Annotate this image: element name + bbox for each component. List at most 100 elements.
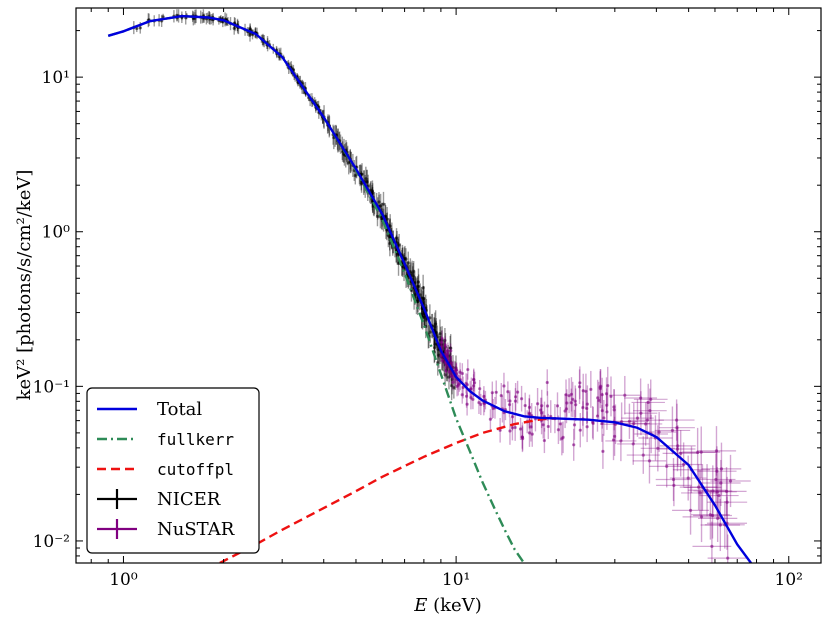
nustar-point xyxy=(600,377,604,412)
nicer-point xyxy=(436,349,440,376)
nustar-point xyxy=(518,417,523,441)
nustar-point xyxy=(693,465,733,517)
nustar-point xyxy=(516,380,520,404)
nustar-point xyxy=(460,363,464,384)
nustar-point xyxy=(697,446,737,497)
nustar-point xyxy=(578,366,582,400)
nustar-point xyxy=(655,458,692,501)
legend-box xyxy=(86,387,260,554)
nicer-point xyxy=(438,319,442,348)
legend-label: fullkerr xyxy=(157,430,234,449)
nustar-point xyxy=(678,427,717,477)
x-tick-label: 10² xyxy=(775,570,803,590)
nustar-point xyxy=(563,393,567,429)
nustar-point xyxy=(540,389,544,422)
nustar-point xyxy=(572,428,576,461)
nicer-point xyxy=(443,363,447,387)
nustar-point xyxy=(527,418,532,447)
nicer-point xyxy=(265,36,270,49)
nustar-point xyxy=(521,426,525,451)
legend-label: NICER xyxy=(157,489,221,510)
nustar-point xyxy=(545,391,550,421)
nustar-point xyxy=(621,399,654,437)
nustar-point xyxy=(491,399,495,418)
nicer-point xyxy=(452,376,456,399)
nustar-point xyxy=(681,470,719,516)
nustar-point xyxy=(632,438,667,484)
nustar-point xyxy=(451,374,455,391)
nustar-point xyxy=(584,373,588,410)
nustar-point xyxy=(508,417,512,445)
nustar-point xyxy=(585,411,589,443)
nustar-point xyxy=(545,369,549,396)
y-tick-label: 10¹ xyxy=(42,68,70,88)
y-tick-label: 10⁰ xyxy=(42,223,71,243)
legend-label: cutoffpl xyxy=(157,460,234,479)
nustar-point xyxy=(569,377,574,412)
nustar-point xyxy=(633,388,667,433)
nustar-point xyxy=(710,454,751,508)
x-tick-label: 10⁰ xyxy=(109,570,138,590)
nustar-point xyxy=(696,426,737,476)
nustar-point xyxy=(617,423,650,465)
nustar-point xyxy=(540,397,544,429)
y-tick-label: 10⁻² xyxy=(33,532,70,552)
legend-entry-cutoffpl: cutoffpl xyxy=(97,460,234,479)
nustar-point xyxy=(631,383,665,422)
nustar-point xyxy=(569,388,573,417)
nustar-point xyxy=(513,388,518,415)
nustar-point xyxy=(701,442,742,496)
nustar-point xyxy=(682,426,721,478)
nustar-point xyxy=(609,375,641,415)
nustar-point xyxy=(589,370,593,408)
nustar-point xyxy=(585,385,589,423)
nustar-point xyxy=(700,498,741,552)
nicer-point xyxy=(332,126,336,150)
nicer-point xyxy=(248,27,252,42)
nustar-point xyxy=(696,453,736,506)
nicer-point xyxy=(447,364,451,390)
nustar-point xyxy=(564,379,568,410)
nustar-point xyxy=(581,373,585,408)
legend: Total fullkerr cutoffpl NICER NuSTAR xyxy=(86,387,260,554)
plot-frame xyxy=(75,7,822,564)
nustar-point xyxy=(659,403,695,452)
legend-entry-nustar: NuSTAR xyxy=(97,519,235,540)
nicer-point xyxy=(412,261,416,282)
nustar-point xyxy=(595,400,600,432)
nustar-point xyxy=(601,433,605,469)
x-axis-label: E (keV) xyxy=(413,595,481,616)
nustar-point xyxy=(612,389,616,431)
nustar-point xyxy=(502,372,506,400)
nicer-point xyxy=(381,191,386,217)
nustar-point xyxy=(687,464,727,517)
nustar-point xyxy=(488,409,493,430)
nustar-point xyxy=(633,379,668,420)
nustar-point xyxy=(602,400,606,436)
nustar-point xyxy=(443,337,447,352)
y-axis-label: keV² [photons/s/cm²/keV] xyxy=(14,170,35,401)
nustar-point xyxy=(440,330,444,348)
legend-label: NuSTAR xyxy=(157,519,235,540)
nustar-point xyxy=(469,377,473,400)
nustar-point xyxy=(446,342,450,360)
legend-entry-total: Total xyxy=(97,399,202,420)
nustar-point xyxy=(498,417,502,443)
nustar-point xyxy=(706,496,748,550)
nustar-point xyxy=(508,390,512,412)
nustar-point xyxy=(658,399,695,441)
nustar-point xyxy=(624,391,658,436)
nustar-point xyxy=(506,381,510,403)
nustar-point xyxy=(573,385,577,418)
nustar-point xyxy=(466,359,470,380)
nustar-point xyxy=(541,411,545,439)
nustar-point xyxy=(556,415,561,445)
y-tick-label: 10⁻¹ xyxy=(33,377,70,397)
nustar-point xyxy=(597,381,601,419)
nustar-point xyxy=(535,388,540,420)
nustar-point xyxy=(654,406,691,455)
nustar-point xyxy=(490,381,494,404)
nustar-point xyxy=(698,494,738,542)
nustar-point xyxy=(560,422,564,456)
nustar-point xyxy=(609,376,613,417)
